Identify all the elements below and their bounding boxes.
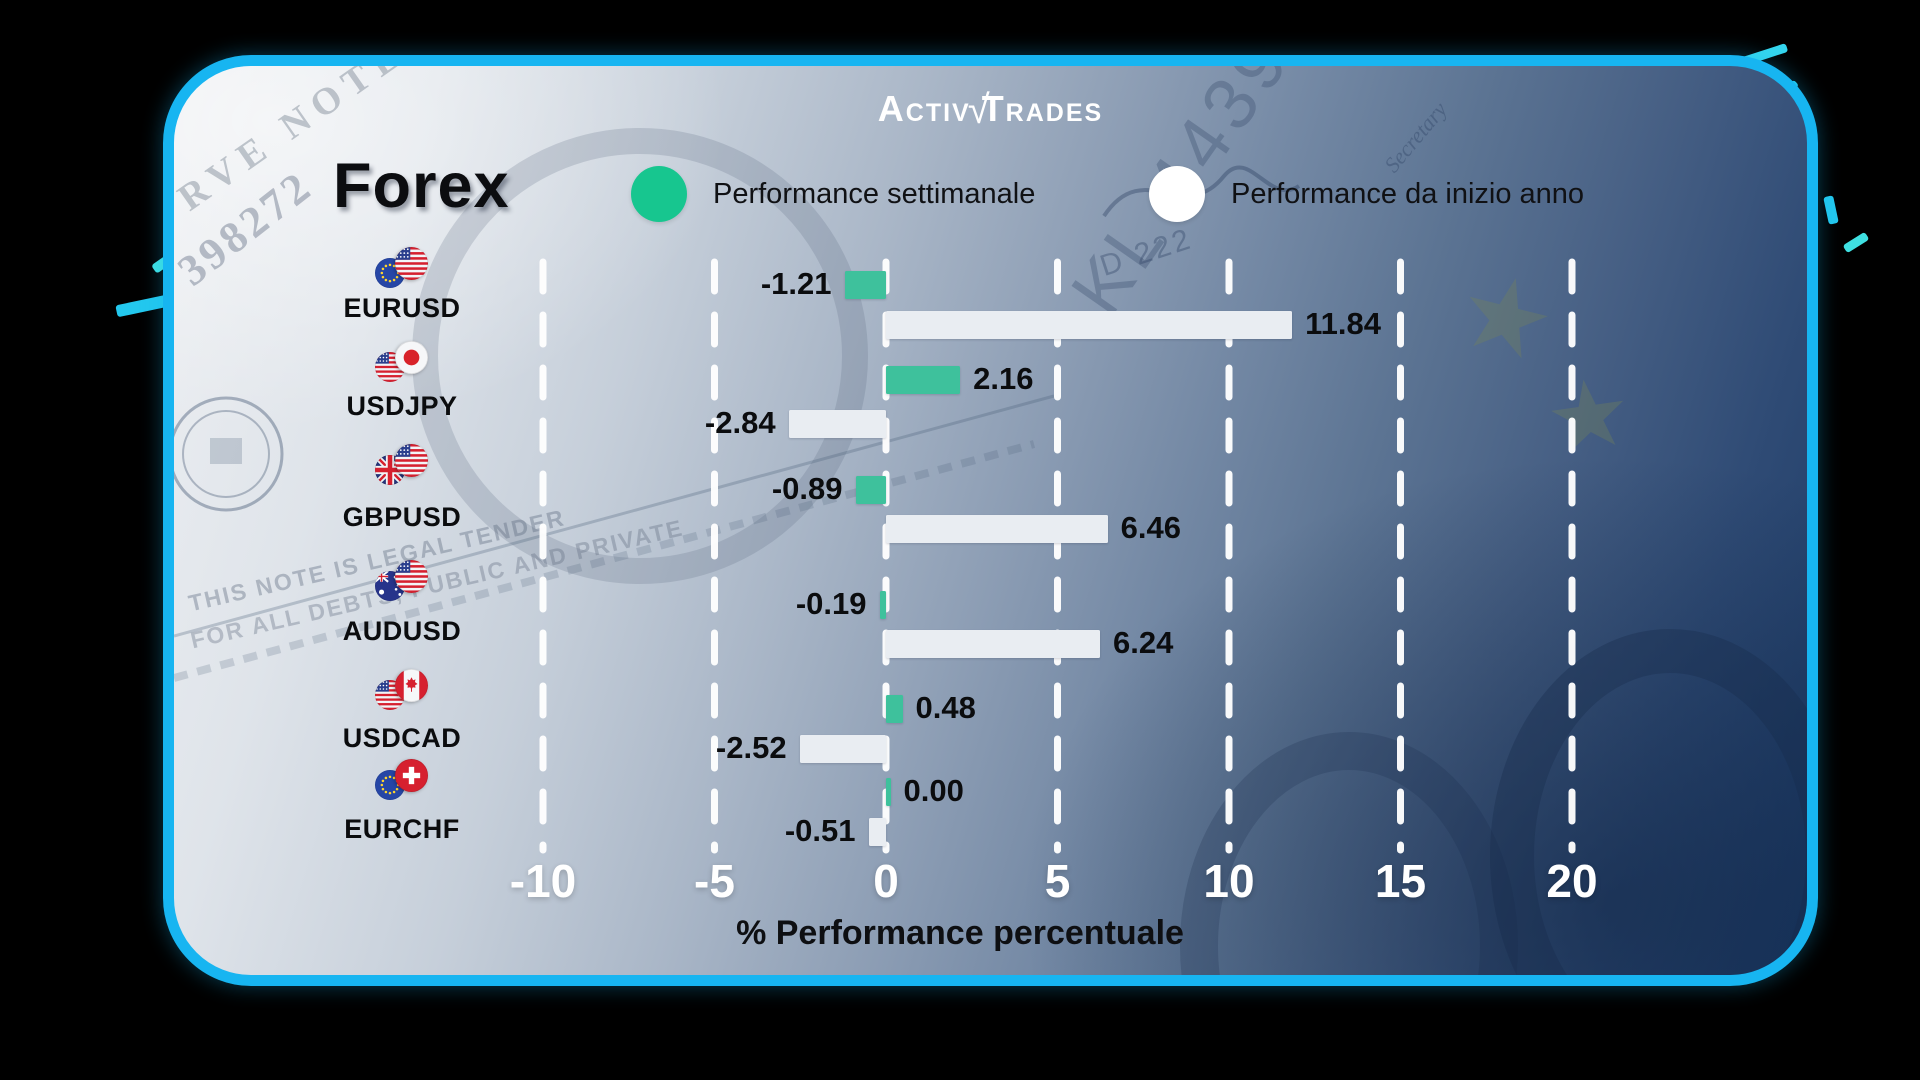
- bar-ytd-USDCAD: [799, 735, 886, 763]
- x-tick--10: -10: [509, 855, 577, 907]
- pair-label-USDCAD: USDCAD: [342, 723, 462, 753]
- flag-us-icon: [395, 560, 428, 593]
- bar-ytd-AUDUSD: [886, 630, 1100, 658]
- bar-weekly-EURUSD: [844, 271, 886, 299]
- pair-label-USDJPY: USDJPY: [346, 391, 458, 421]
- flag-jp-icon: [395, 341, 428, 374]
- bar-value-label-AUDUSD-weekly: -0.19: [795, 586, 867, 621]
- logo-check-icon: √: [967, 88, 990, 132]
- bar-value-label-EURCHF-weekly: 0.00: [903, 773, 964, 808]
- flag-pair-AUDUSD: [375, 560, 429, 604]
- flag-au-icon: [375, 571, 405, 601]
- x-tick-15: 15: [1374, 855, 1427, 907]
- flag-pair-USDCAD: [375, 669, 429, 713]
- flag-pair-GBPUSD: [375, 444, 429, 488]
- x-axis-title: % Performance percentuale: [736, 914, 1184, 952]
- bar-weekly-GBPUSD: [855, 476, 886, 504]
- bar-ytd-GBPUSD: [886, 515, 1108, 543]
- pair-label-EURCHF: EURCHF: [344, 814, 460, 844]
- border-glitch-artifact: [115, 294, 169, 318]
- bar-weekly-USDJPY: [886, 366, 961, 394]
- bar-value-label-USDJPY-weekly: 2.16: [973, 361, 1034, 396]
- logo-text-trades: Trades: [981, 88, 1104, 129]
- flag-pair-EURCHF: [375, 759, 429, 803]
- bar-weekly-AUDUSD: [879, 591, 886, 619]
- bar-value-label-USDJPY-ytd: -2.84: [704, 405, 776, 440]
- legend-item-weekly: Performance settimanale: [631, 165, 1035, 223]
- bar-value-label-USDCAD-weekly: 0.48: [915, 690, 976, 725]
- legend-item-ytd: Performance da inizio anno: [1149, 165, 1584, 223]
- bar-value-label-USDCAD-ytd: -2.52: [715, 730, 787, 765]
- legend-dot-white-icon: [1149, 166, 1205, 222]
- x-tick-10: 10: [1203, 855, 1255, 907]
- bar-weekly-USDCAD: [886, 695, 903, 723]
- logo-text-activ: Activ: [877, 88, 971, 129]
- flag-us-icon: [375, 352, 405, 382]
- x-tick-5: 5: [1044, 855, 1071, 907]
- bar-weekly-EURCHF: [886, 778, 891, 806]
- legend-label: Performance settimanale: [713, 177, 1036, 210]
- flag-ch-icon: [395, 759, 428, 792]
- bar-value-label-EURUSD-ytd: 11.84: [1305, 306, 1381, 341]
- bar-ytd-EURUSD: [886, 311, 1293, 339]
- x-tick-0: 0: [873, 855, 899, 907]
- flag-us-icon: [395, 444, 428, 477]
- flag-pair-USDJPY: [375, 341, 429, 385]
- border-glitch-artifact: [1842, 231, 1870, 254]
- bar-value-label-GBPUSD-ytd: 6.46: [1120, 510, 1181, 545]
- bar-value-label-EURCHF-ytd: -0.51: [784, 813, 856, 848]
- bar-ytd-USDJPY: [788, 410, 886, 438]
- border-glitch-artifact: [1823, 195, 1839, 225]
- page-title: Forex: [333, 151, 510, 221]
- legend-dot-green-icon: [631, 166, 687, 222]
- bar-ytd-EURCHF: [868, 818, 886, 846]
- flag-us-icon: [395, 247, 428, 280]
- bar-value-label-EURUSD-weekly: -1.21: [760, 266, 832, 301]
- activtrades-logo: Activ √ Trades: [174, 86, 1807, 132]
- bar-value-label-GBPUSD-weekly: -0.89: [771, 471, 843, 506]
- flag-ca-icon: [395, 669, 428, 702]
- pair-label-AUDUSD: AUDUSD: [342, 616, 462, 646]
- pair-label-GBPUSD: GBPUSD: [342, 502, 462, 532]
- x-tick--5: -5: [694, 855, 735, 907]
- legend-label: Performance da inizio anno: [1231, 177, 1585, 210]
- chart-card: KL 4439 D 222 398272 RVE NOTE THIS NOTE …: [163, 55, 1818, 986]
- pair-label-EURUSD: EURUSD: [343, 293, 461, 323]
- bar-chart: EURUSD -1.21 11.84 USDJPY 2.16 -2.84 GBPUSD -…: [174, 66, 1807, 975]
- bar-value-label-AUDUSD-ytd: 6.24: [1113, 625, 1174, 660]
- gridlines-svg: [539, 258, 1576, 854]
- x-tick-20: 20: [1546, 855, 1598, 907]
- flag-pair-EURUSD: [375, 247, 429, 291]
